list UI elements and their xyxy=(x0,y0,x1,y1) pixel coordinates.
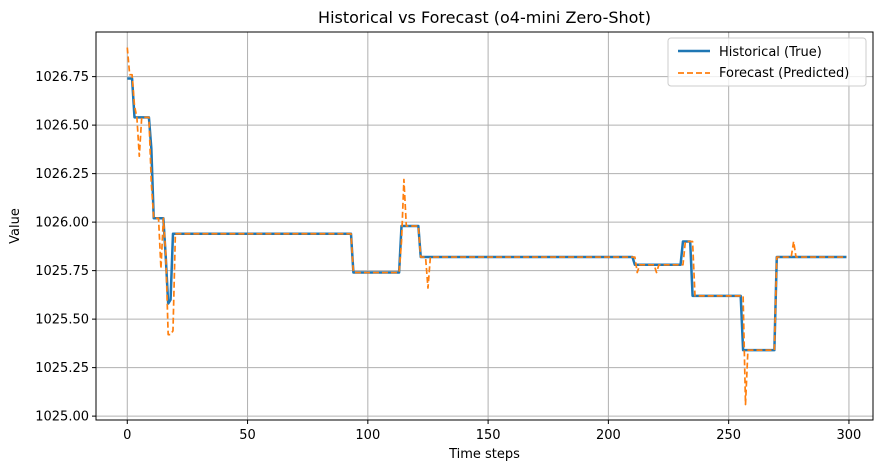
x-tick-label: 250 xyxy=(716,428,741,443)
y-tick-label: 1026.50 xyxy=(35,119,89,134)
y-tick-label: 1025.25 xyxy=(35,361,89,376)
x-tick-label: 150 xyxy=(476,428,501,443)
x-axis-label: Time steps xyxy=(448,447,520,462)
legend-label-forecast: Forecast (Predicted) xyxy=(719,66,849,81)
y-axis-label: Value xyxy=(8,208,23,244)
chart-title: Historical vs Forecast (o4-mini Zero-Sho… xyxy=(318,8,651,27)
x-tick-label: 200 xyxy=(596,428,621,443)
legend-label-historical: Historical (True) xyxy=(719,45,822,60)
series-layer xyxy=(126,47,847,406)
legend-box xyxy=(667,37,867,87)
series-line-forecast xyxy=(126,47,847,406)
y-tick-label: 1025.75 xyxy=(35,264,89,279)
legend: Historical (True) Forecast (Predicted) xyxy=(667,37,867,87)
plot-frame xyxy=(95,31,874,421)
y-tick-label: 1025.00 xyxy=(35,410,89,425)
x-tick-label: 50 xyxy=(239,428,256,443)
y-tick-label: 1026.25 xyxy=(35,167,89,182)
x-axis-ticks: 0 50 100 150 200 250 300 xyxy=(123,420,861,443)
x-tick-label: 100 xyxy=(355,428,380,443)
y-tick-label: 1026.75 xyxy=(35,70,89,85)
y-axis-ticks: 1025.00 1025.25 1025.50 1025.75 1026.00 1026.… xyxy=(35,70,96,425)
x-tick-label: 0 xyxy=(123,428,131,443)
y-tick-label: 1026.00 xyxy=(35,216,89,231)
x-tick-label: 300 xyxy=(837,428,862,443)
y-tick-label: 1025.50 xyxy=(35,313,89,328)
